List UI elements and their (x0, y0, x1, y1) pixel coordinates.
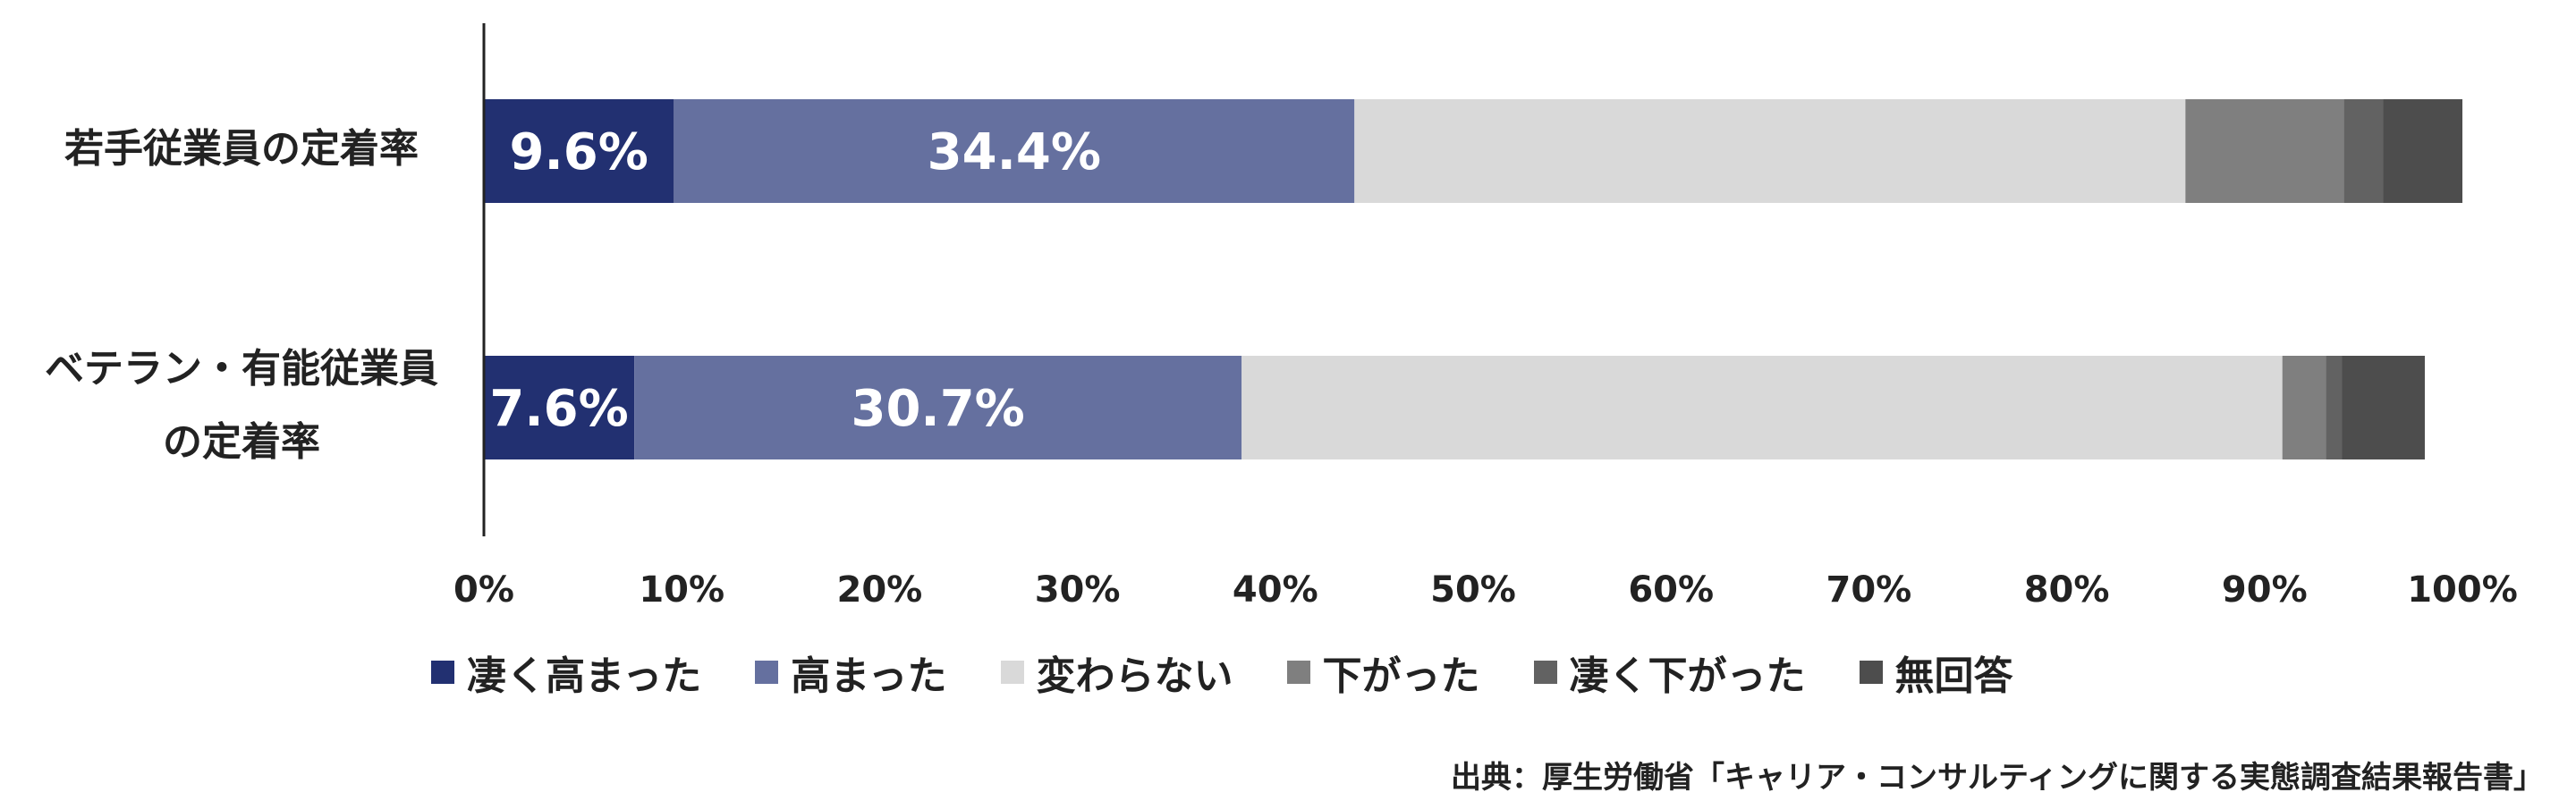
source-note: 出典：厚生労働省「キャリア・コンサルティングに関する実態調査結果報告書」 (1451, 760, 2544, 796)
legend-item-3: 変わらない (1000, 644, 1233, 701)
legend-swatch-3 (1000, 661, 1024, 684)
x-tick-label-7: 70% (1826, 569, 1912, 611)
category-label-1-line-1: 若手従業員の定着率 (64, 126, 419, 172)
legend-swatch-4 (1286, 661, 1310, 684)
bar-segment-2-4 (2282, 356, 2326, 459)
x-tick-label-6: 60% (1628, 569, 1714, 611)
legend-label-4: 下がった (1322, 653, 1480, 699)
bar-segment-2-2 (634, 356, 1242, 459)
x-tick-label-4: 40% (1233, 569, 1318, 611)
legend-swatch-1 (431, 661, 454, 684)
legend-label-6: 無回答 (1894, 653, 2013, 699)
bar-segment-1-6 (2383, 99, 2462, 203)
bar-segment-1-1 (484, 99, 674, 203)
legend-item-5: 凄く下がった (1533, 644, 1806, 701)
bar-segment-2-5 (2326, 356, 2343, 459)
x-tick-label-8: 80% (2024, 569, 2110, 611)
x-tick-label-10: 100% (2407, 569, 2518, 611)
category-label-2-line-1: ベテラン・有能従業員 (45, 346, 438, 392)
legend-swatch-6 (1859, 661, 1883, 684)
legend-item-2: 高まった (755, 644, 947, 701)
legend: 凄く高まった 高まった 変わらない 下がった 凄く下がった 無回答 (431, 644, 2067, 701)
x-tick-labels-layer: 0% 10% 20% 30% 40% 50% 60% 70% 80% 90% 100% (453, 569, 2518, 611)
legend-label-5: 凄く下がった (1569, 653, 1806, 699)
legend-item-4: 下がった (1286, 644, 1480, 701)
category-label-2-line-2: の定着率 (163, 419, 320, 465)
data-label-2-1: 7.6% (489, 380, 628, 438)
bars-layer (484, 99, 2462, 459)
bar-segment-2-1 (484, 356, 635, 459)
legend-swatch-2 (755, 661, 779, 684)
legend-label-3: 変わらない (1036, 653, 1233, 699)
bar-segment-2-6 (2342, 356, 2425, 459)
bar-segment-1-5 (2343, 99, 2384, 203)
legend-item-1: 凄く高まった (431, 644, 701, 701)
x-tick-label-2: 20% (837, 569, 923, 611)
x-tick-label-0: 0% (453, 569, 514, 611)
x-tick-label-3: 30% (1035, 569, 1121, 611)
bar-segment-1-3 (1354, 99, 2186, 203)
legend-item-6: 無回答 (1859, 644, 2013, 701)
data-label-1-2: 34.4% (928, 123, 1101, 181)
legend-label-1: 凄く高まった (467, 653, 702, 699)
bar-segment-1-2 (674, 99, 1355, 203)
bar-segment-2-3 (1241, 356, 2283, 459)
x-tick-label-1: 10% (639, 569, 724, 611)
legend-label-2: 高まった (791, 653, 947, 699)
x-tick-label-5: 50% (1430, 569, 1516, 611)
data-label-2-2: 30.7% (852, 380, 1025, 438)
x-tick-label-9: 90% (2222, 569, 2308, 611)
data-label-1-1: 9.6% (510, 123, 648, 181)
data-labels-layer: 9.6% 34.4% 7.6% 30.7% (489, 123, 1101, 438)
legend-swatch-5 (1533, 661, 1557, 684)
bar-segment-1-4 (2185, 99, 2344, 203)
